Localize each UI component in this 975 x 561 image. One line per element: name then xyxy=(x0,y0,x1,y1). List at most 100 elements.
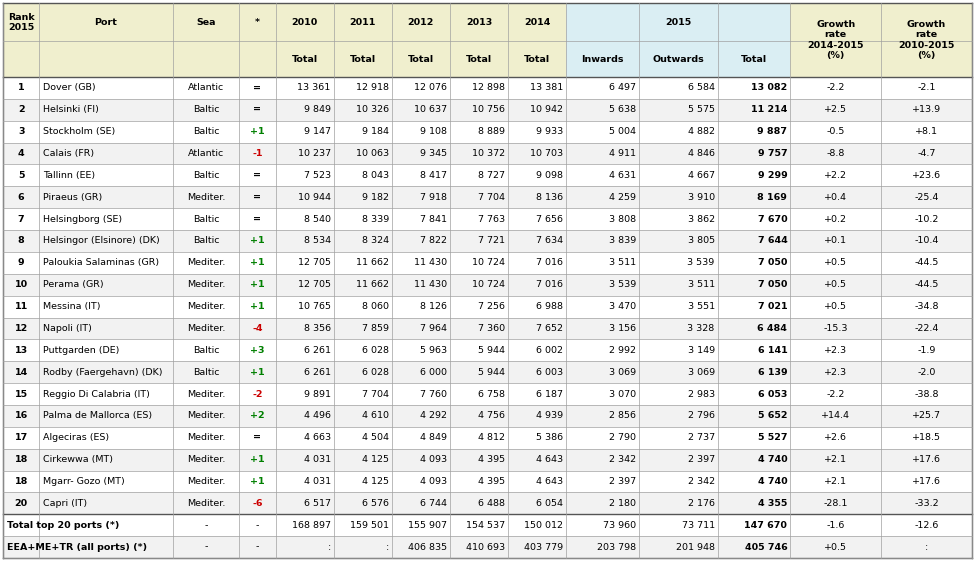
Text: +1: +1 xyxy=(250,280,264,289)
Text: -2: -2 xyxy=(253,389,262,398)
Text: 14: 14 xyxy=(15,367,28,376)
Text: 6 139: 6 139 xyxy=(758,367,787,376)
Text: Capri (IT): Capri (IT) xyxy=(43,499,88,508)
Text: Reggio Di Calabria (IT): Reggio Di Calabria (IT) xyxy=(43,389,150,398)
Text: 4 849: 4 849 xyxy=(420,433,447,442)
Text: 7 964: 7 964 xyxy=(420,324,447,333)
Bar xyxy=(3,274,972,296)
Text: 6 028: 6 028 xyxy=(362,367,389,376)
Text: :: : xyxy=(925,542,928,551)
Text: Total: Total xyxy=(741,55,767,64)
Text: 6 003: 6 003 xyxy=(536,367,564,376)
Text: Helsingborg (SE): Helsingborg (SE) xyxy=(43,215,123,224)
Text: 7 763: 7 763 xyxy=(478,215,505,224)
Text: 4 846: 4 846 xyxy=(687,149,715,158)
Text: 16: 16 xyxy=(15,411,28,420)
Text: 7 859: 7 859 xyxy=(362,324,389,333)
Text: 5 004: 5 004 xyxy=(609,127,636,136)
Text: +1: +1 xyxy=(250,259,264,268)
Text: Total: Total xyxy=(350,55,375,64)
Text: 12 918: 12 918 xyxy=(356,84,389,93)
Text: Mediter.: Mediter. xyxy=(186,499,225,508)
Text: 2011: 2011 xyxy=(350,18,376,27)
Text: Perama (GR): Perama (GR) xyxy=(43,280,104,289)
Text: 7 021: 7 021 xyxy=(758,302,787,311)
Text: 12: 12 xyxy=(15,324,28,333)
Text: 8 126: 8 126 xyxy=(420,302,447,311)
Text: 13 381: 13 381 xyxy=(530,84,564,93)
Text: -4: -4 xyxy=(253,324,262,333)
Text: 7 050: 7 050 xyxy=(758,259,787,268)
Text: +2.3: +2.3 xyxy=(824,367,847,376)
Text: =: = xyxy=(254,215,261,224)
Text: +1: +1 xyxy=(250,127,264,136)
Bar xyxy=(566,3,791,77)
Text: Palma de Mallorca (ES): Palma de Mallorca (ES) xyxy=(43,411,152,420)
Text: 10 942: 10 942 xyxy=(530,105,564,114)
Text: 2012: 2012 xyxy=(408,18,434,27)
Text: 4 395: 4 395 xyxy=(478,455,505,464)
Text: 6 744: 6 744 xyxy=(420,499,447,508)
Text: 3 069: 3 069 xyxy=(687,367,715,376)
Text: -34.8: -34.8 xyxy=(915,302,939,311)
Text: 403 779: 403 779 xyxy=(525,542,564,551)
Text: :: : xyxy=(385,542,389,551)
Text: 12 705: 12 705 xyxy=(297,280,331,289)
Text: +0.4: +0.4 xyxy=(824,193,847,202)
Bar xyxy=(3,449,972,471)
Text: 4 667: 4 667 xyxy=(687,171,715,180)
Text: 7 704: 7 704 xyxy=(478,193,505,202)
Text: 9 184: 9 184 xyxy=(362,127,389,136)
Text: 9 887: 9 887 xyxy=(758,127,787,136)
Text: -0.5: -0.5 xyxy=(827,127,845,136)
Text: 3 539: 3 539 xyxy=(687,259,715,268)
Text: 6 054: 6 054 xyxy=(536,499,564,508)
Text: Mediter.: Mediter. xyxy=(186,389,225,398)
Text: 3: 3 xyxy=(18,127,24,136)
Text: +23.6: +23.6 xyxy=(912,171,941,180)
Text: Stockholm (SE): Stockholm (SE) xyxy=(43,127,116,136)
Text: 15: 15 xyxy=(15,389,27,398)
Text: 8 169: 8 169 xyxy=(758,193,787,202)
Text: 6 187: 6 187 xyxy=(536,389,564,398)
Bar xyxy=(3,296,972,318)
Text: =: = xyxy=(254,433,261,442)
Text: 10 724: 10 724 xyxy=(472,259,505,268)
Text: 10 326: 10 326 xyxy=(356,105,389,114)
Text: Piraeus (GR): Piraeus (GR) xyxy=(43,193,102,202)
Text: 7 256: 7 256 xyxy=(478,302,505,311)
Text: Sea: Sea xyxy=(196,18,215,27)
Text: 6 497: 6 497 xyxy=(609,84,636,93)
Text: 7 016: 7 016 xyxy=(536,280,564,289)
Text: 4 740: 4 740 xyxy=(758,477,787,486)
Text: 168 897: 168 897 xyxy=(292,521,331,530)
Text: +1: +1 xyxy=(250,367,264,376)
Text: 8 889: 8 889 xyxy=(478,127,505,136)
Text: 5 527: 5 527 xyxy=(758,433,787,442)
Text: Mediter.: Mediter. xyxy=(186,302,225,311)
Text: +2.5: +2.5 xyxy=(824,105,847,114)
Text: 4 911: 4 911 xyxy=(609,149,636,158)
Text: 10 063: 10 063 xyxy=(356,149,389,158)
Text: 2 342: 2 342 xyxy=(608,455,636,464)
Text: 11 430: 11 430 xyxy=(413,259,447,268)
Text: 7 841: 7 841 xyxy=(420,215,447,224)
Text: Messina (IT): Messina (IT) xyxy=(43,302,100,311)
Bar xyxy=(3,121,972,142)
Text: 3 539: 3 539 xyxy=(608,280,636,289)
Text: -12.6: -12.6 xyxy=(915,521,939,530)
Text: 7 634: 7 634 xyxy=(536,237,564,246)
Text: 3 511: 3 511 xyxy=(687,280,715,289)
Text: Calais (FR): Calais (FR) xyxy=(43,149,95,158)
Text: =: = xyxy=(254,84,261,93)
Text: 7 652: 7 652 xyxy=(536,324,564,333)
Text: 2014: 2014 xyxy=(524,18,550,27)
Text: -2.1: -2.1 xyxy=(917,84,936,93)
Text: 6 488: 6 488 xyxy=(478,499,505,508)
Text: 12 076: 12 076 xyxy=(414,84,447,93)
Bar xyxy=(3,252,972,274)
Bar xyxy=(3,339,972,361)
Text: 4 643: 4 643 xyxy=(536,477,564,486)
Bar xyxy=(3,427,972,449)
Text: 4 292: 4 292 xyxy=(420,411,447,420)
